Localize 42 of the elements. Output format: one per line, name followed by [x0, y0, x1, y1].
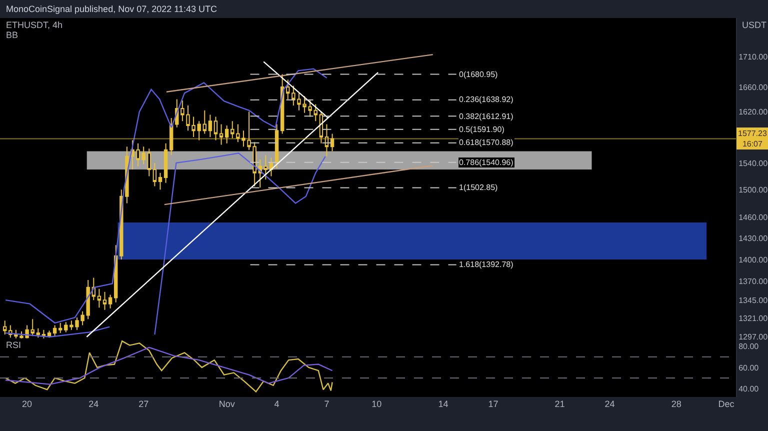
- text: BB: [6, 30, 18, 40]
- y-tick-label: 60.00: [738, 363, 760, 372]
- y-tick-label: 1345.00: [738, 296, 768, 305]
- chart-title: ETHUSDT, 4h: [6, 20, 63, 30]
- text: MonoCoinSignal published, Nov 07, 2022 11:43 UTC: [6, 4, 218, 14]
- y-tick-label: 40.00: [738, 384, 760, 394]
- y-tick-label: 1500.00: [738, 185, 768, 194]
- y-tick-label: 1321.00: [738, 314, 768, 324]
- y-tick-label: 1660.00: [738, 82, 768, 92]
- x-tick-label: 17: [488, 399, 498, 409]
- y-tick-label: 1430.00: [738, 234, 768, 243]
- ref-line-label: 0.5(1591.90): [459, 125, 505, 134]
- ref-line-label: 1577.23 16:07: [738, 129, 768, 148]
- x-tick-label: 7: [324, 399, 330, 409]
- x-tick-label: Dec: [718, 399, 735, 409]
- x-tick-label: 4: [274, 399, 280, 409]
- ref-line-label: 0.618(1570.88): [459, 138, 514, 147]
- ref-line-label: 0.786(1540.96): [459, 158, 514, 167]
- y-tick-label: 1460.00: [738, 212, 768, 222]
- x-tick-label: 27: [138, 399, 149, 409]
- x-tick-label: 24: [88, 399, 99, 409]
- y-tick-label: 1297.00: [738, 332, 768, 342]
- y-tick-label: 80.00: [738, 342, 760, 352]
- y-tick-label: 1540.00: [738, 158, 768, 168]
- y-axis-title: USDT: [742, 20, 767, 30]
- y-tick-label: 1620.00: [738, 107, 768, 116]
- x-tick-label: 14: [438, 399, 448, 409]
- ref-line-label: 1.618(1392.78): [459, 260, 514, 269]
- y-tick-label: 1710.00: [738, 52, 768, 62]
- y-tick-label: 1400.00: [738, 255, 768, 264]
- y-tick-label: 1370.00: [738, 277, 768, 286]
- x-tick-label: 24: [604, 399, 615, 409]
- x-tick-label: 21: [554, 399, 565, 409]
- ref-line-label: 1(1502.85): [459, 183, 498, 192]
- chart-title: RSI: [6, 340, 22, 350]
- x-tick-label: Nov: [218, 399, 236, 409]
- x-tick-label: 20: [22, 399, 32, 409]
- ref-line-label: 0.382(1612.91): [459, 112, 514, 121]
- x-tick-label: 28: [671, 399, 682, 409]
- ref-line-label: 0.236(1638.92): [459, 95, 514, 104]
- x-tick-label: 10: [372, 399, 382, 409]
- ref-line-label: 0(1680.95): [459, 70, 498, 79]
